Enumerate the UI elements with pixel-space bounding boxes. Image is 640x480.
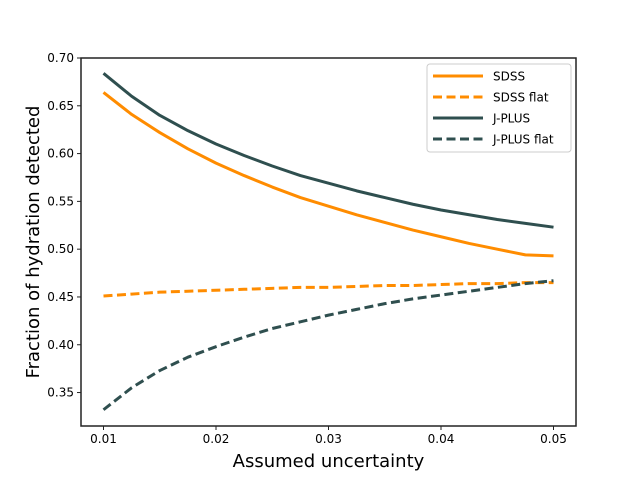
x-axis-ticks: 0.01 0.02 0.03 0.04 0.05 xyxy=(90,426,567,446)
legend-box xyxy=(426,63,572,153)
legend-label: SDSS xyxy=(493,70,525,84)
x-tick-label: 0.01 xyxy=(90,432,117,446)
y-tick-label: 0.70 xyxy=(47,51,74,65)
y-tick-label: 0.45 xyxy=(47,290,74,304)
x-tick-label: 0.04 xyxy=(428,432,455,446)
x-tick-label: 0.02 xyxy=(203,432,230,446)
legend-label: J-PLUS xyxy=(492,112,530,126)
y-tick-label: 0.65 xyxy=(47,99,74,113)
legend-label: SDSS flat xyxy=(493,91,549,105)
y-tick-label: 0.50 xyxy=(47,242,74,256)
y-tick-label: 0.35 xyxy=(47,386,74,400)
legend-label: J-PLUS flat xyxy=(492,133,554,147)
y-tick-label: 0.40 xyxy=(47,338,74,352)
x-tick-label: 0.05 xyxy=(540,432,567,446)
series-line-j-plus xyxy=(102,72,554,229)
x-tick-label: 0.03 xyxy=(315,432,342,446)
series-line-sdss-flat xyxy=(103,281,554,298)
y-axis-ticks: 0.35 0.40 0.45 0.50 0.55 0.60 0.65 0.70 xyxy=(47,51,81,400)
series-line-sdss xyxy=(102,91,554,258)
y-tick-label: 0.55 xyxy=(47,194,74,208)
y-tick-label: 0.60 xyxy=(47,147,74,161)
y-axis-label: Fraction of hydration detected xyxy=(23,106,44,379)
x-axis-label: Assumed uncertainty xyxy=(233,451,425,472)
series-line-j-plus-flat xyxy=(102,279,554,411)
series-layer xyxy=(102,72,554,411)
legend: SDSS SDSS flat J-PLUS J-PLUS flat xyxy=(426,63,572,153)
